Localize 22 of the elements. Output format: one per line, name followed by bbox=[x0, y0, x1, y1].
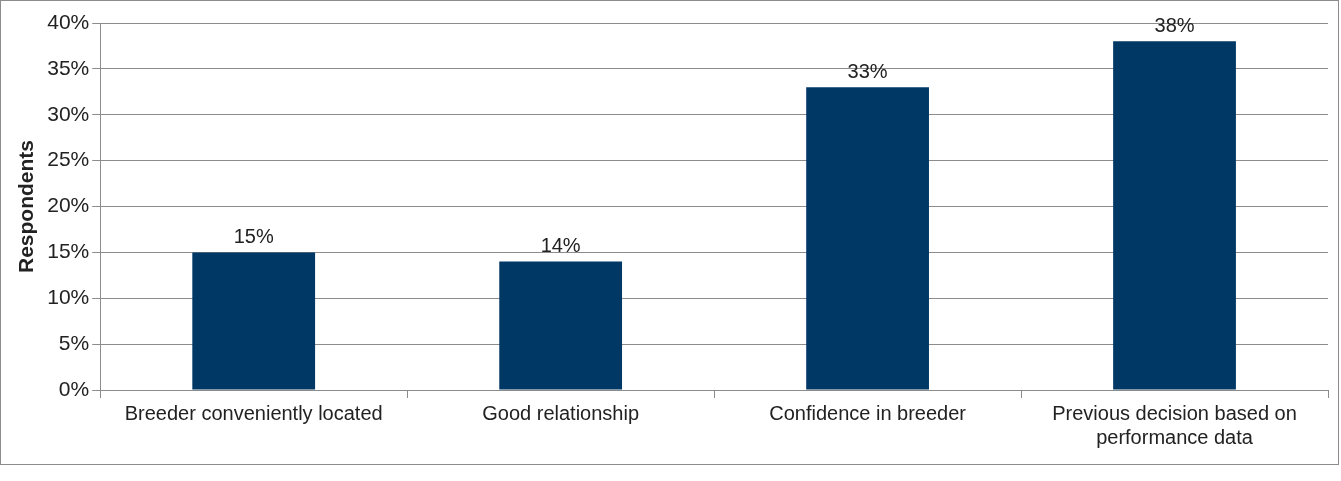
data-label: 15% bbox=[233, 224, 274, 247]
y-tick-label: 30% bbox=[47, 101, 90, 125]
bar bbox=[499, 261, 623, 390]
y-tick-label: 25% bbox=[47, 147, 90, 171]
x-tick-label: Breeder conveniently located bbox=[124, 401, 383, 424]
data-label: 38% bbox=[1154, 13, 1195, 36]
x-tick-label: Good relationship bbox=[482, 401, 640, 424]
y-tick-label: 35% bbox=[47, 55, 90, 79]
data-label: 33% bbox=[847, 59, 888, 82]
x-tick-label: Previous decision based on performance data bbox=[1052, 401, 1297, 448]
y-tick-label: 0% bbox=[58, 376, 90, 400]
y-tick-label: 10% bbox=[47, 285, 90, 309]
bar bbox=[192, 252, 316, 390]
bar bbox=[806, 87, 929, 390]
x-tick-label: Confidence in breeder bbox=[769, 401, 967, 424]
bar bbox=[1113, 41, 1236, 390]
y-tick-label: 20% bbox=[47, 193, 90, 217]
data-label: 14% bbox=[540, 234, 581, 257]
y-tick-label: 40% bbox=[47, 9, 90, 33]
y-tick-label: 15% bbox=[47, 239, 90, 263]
y-axis-title: Respondents bbox=[14, 139, 38, 274]
y-tick-label: 5% bbox=[58, 330, 90, 354]
